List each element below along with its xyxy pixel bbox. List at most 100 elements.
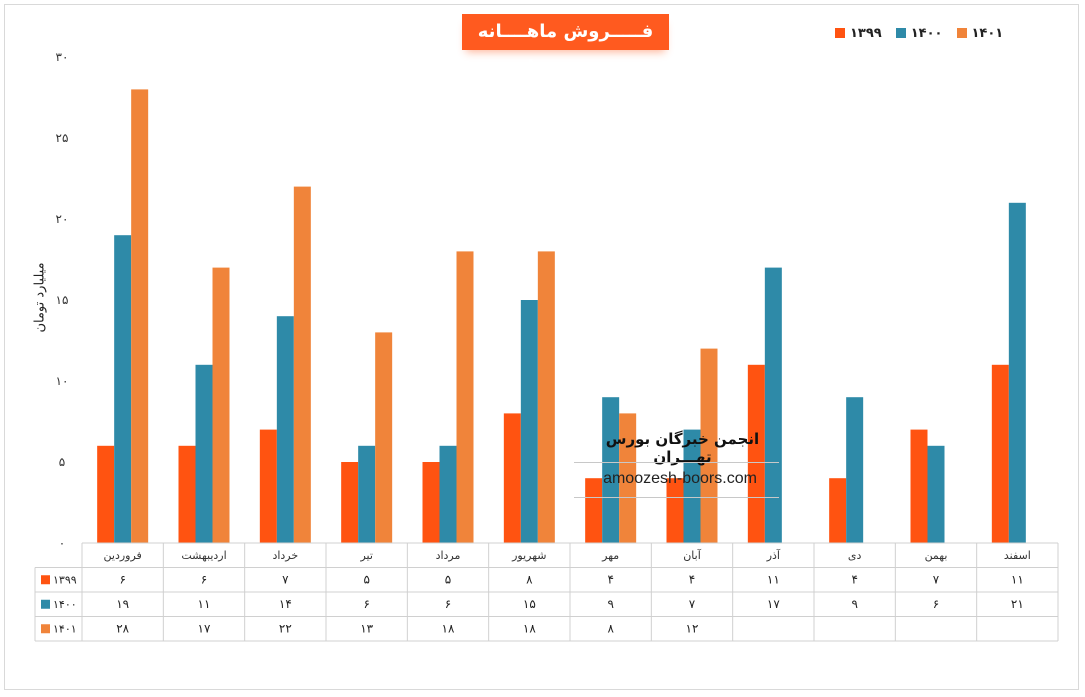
bar-0-4 [422, 462, 440, 543]
bar-1-11 [1008, 202, 1026, 544]
bar-0-5 [503, 413, 521, 543]
bars-group [97, 89, 1026, 544]
table-cell-value: ۱۱ [767, 573, 780, 587]
bar-1-9 [846, 397, 864, 543]
bar-2-2 [293, 186, 311, 543]
category-label: آبان [683, 548, 701, 562]
table-cell-value: ۹ [607, 597, 613, 611]
bar-0-10 [910, 429, 928, 543]
bar-1-0 [114, 235, 132, 543]
table-cell-value: ۷ [933, 573, 940, 587]
table-cell-value: ۱۸ [442, 622, 455, 636]
category-label: تیر [359, 549, 372, 562]
bar-0-7 [666, 478, 684, 543]
bar-2-1 [212, 267, 230, 543]
bar-1-7 [683, 429, 701, 543]
legend-swatch [895, 28, 906, 38]
legend-item: ۱۳۹۹ [835, 24, 882, 42]
bar-1-2 [276, 316, 294, 543]
legend: ۱۳۹۹ ۱۴۰۰ ۱۴۰۱ [835, 24, 1003, 42]
bar-0-2 [259, 429, 277, 543]
table-cell-value: ۷ [689, 597, 696, 611]
bar-2-7 [700, 348, 718, 543]
table-series-swatch [41, 575, 50, 585]
category-label: آذر [766, 548, 781, 562]
table-cell-value: ۹ [851, 597, 857, 611]
watermark-title: انجمن خبرگان بورس تهـــران [605, 430, 760, 466]
table-cell-value: ۱۵ [523, 597, 536, 611]
table-series-swatch [41, 624, 50, 634]
table-cell-value: ۵ [445, 573, 451, 587]
bar-2-6 [619, 413, 637, 543]
bar-0-11 [991, 364, 1009, 543]
y-tick-label: ۲۵ [56, 131, 69, 145]
bar-2-0 [131, 89, 149, 544]
bar-0-6 [585, 478, 603, 543]
y-tick-label: ۱۰ [56, 374, 69, 388]
category-label: مرداد [436, 549, 461, 562]
bar-2-5 [537, 251, 555, 543]
table-cell-value: ۶ [445, 597, 451, 611]
category-label: شهریور [511, 549, 546, 562]
table-cell-value: ۱۴ [279, 597, 292, 611]
table-cell-value: ۱۹ [116, 597, 129, 611]
category-label: اسفند [1004, 549, 1031, 562]
y-tick-label: ۳۰ [56, 50, 69, 64]
bar-0-8 [747, 364, 765, 543]
watermark-divider [574, 497, 779, 498]
table-cell-value: ۶ [119, 573, 125, 587]
bar-0-9 [829, 478, 847, 543]
y-axis-ticks: ۰ ۵ ۱۰ ۱۵ ۲۰ ۲۵ ۳۰ [56, 50, 69, 550]
bar-2-4 [456, 251, 474, 543]
table-series-name: ۱۳۹۹ [53, 574, 77, 587]
category-label: بهمن [925, 549, 948, 562]
bar-0-0 [97, 445, 115, 543]
legend-item: ۱۴۰۰ [895, 24, 943, 42]
bar-0-3 [341, 462, 359, 543]
table-cell-value: ۱۲ [686, 622, 699, 636]
bar-2-3 [375, 332, 393, 543]
data-table: فروردین اردیبهشت خرداد تیر مرداد شهریور مهر آبا… [34, 542, 1059, 642]
y-tick-label: ۰ [59, 536, 65, 550]
table-cell-value: ۲۸ [116, 622, 129, 636]
category-label: دی [848, 549, 862, 562]
table-cell-value: ۸ [526, 573, 533, 587]
watermark-divider [574, 462, 779, 463]
table-cell-value: ۱۷ [198, 622, 211, 636]
bar-1-1 [195, 364, 213, 543]
table-cell-value: ۴ [851, 573, 857, 587]
category-label: خرداد [272, 549, 298, 562]
bar-1-5 [520, 300, 538, 543]
legend-swatch [835, 28, 845, 38]
table-cell-value: ۵ [363, 573, 369, 587]
table-cell-value: ۴ [689, 573, 695, 587]
table-cell-value: ۶ [933, 597, 939, 611]
table-series-swatch [41, 599, 50, 609]
table-cell-value: ۱۸ [523, 622, 536, 636]
watermark-url: amoozesh-boors.com [603, 470, 757, 487]
bar-1-4 [439, 445, 457, 543]
category-label: مهر [601, 549, 619, 562]
table-cell-value: ۶ [201, 573, 207, 587]
category-label: اردیبهشت [181, 549, 226, 562]
legend-label: ۱۳۹۹ [850, 25, 882, 41]
legend-item: ۱۴۰۱ [956, 24, 1003, 42]
bar-0-1 [178, 445, 196, 543]
table-cell-value: ۷ [282, 573, 289, 587]
table-cell-value: ۴ [607, 573, 613, 587]
bar-1-6 [602, 397, 620, 543]
chart-title: فـــــروش ماهــــانه ســــــپیدار [462, 14, 669, 78]
legend-swatch [956, 28, 967, 38]
bar-1-8 [764, 267, 782, 543]
bar-1-10 [927, 445, 945, 543]
table-cell-value: ۱۱ [198, 597, 211, 611]
table-cell-value: ۸ [607, 622, 614, 636]
table-cell-value: ۱۷ [767, 597, 780, 611]
y-axis-label: میلیارد تومان [32, 262, 48, 333]
table-cell-value: ۲۱ [1011, 597, 1024, 611]
legend-label: ۱۴۰۰ [910, 25, 943, 41]
table-series-name: ۱۴۰۱ [53, 623, 77, 636]
table-cell-value: ۲۲ [279, 622, 292, 636]
category-label: فروردین [104, 549, 142, 562]
